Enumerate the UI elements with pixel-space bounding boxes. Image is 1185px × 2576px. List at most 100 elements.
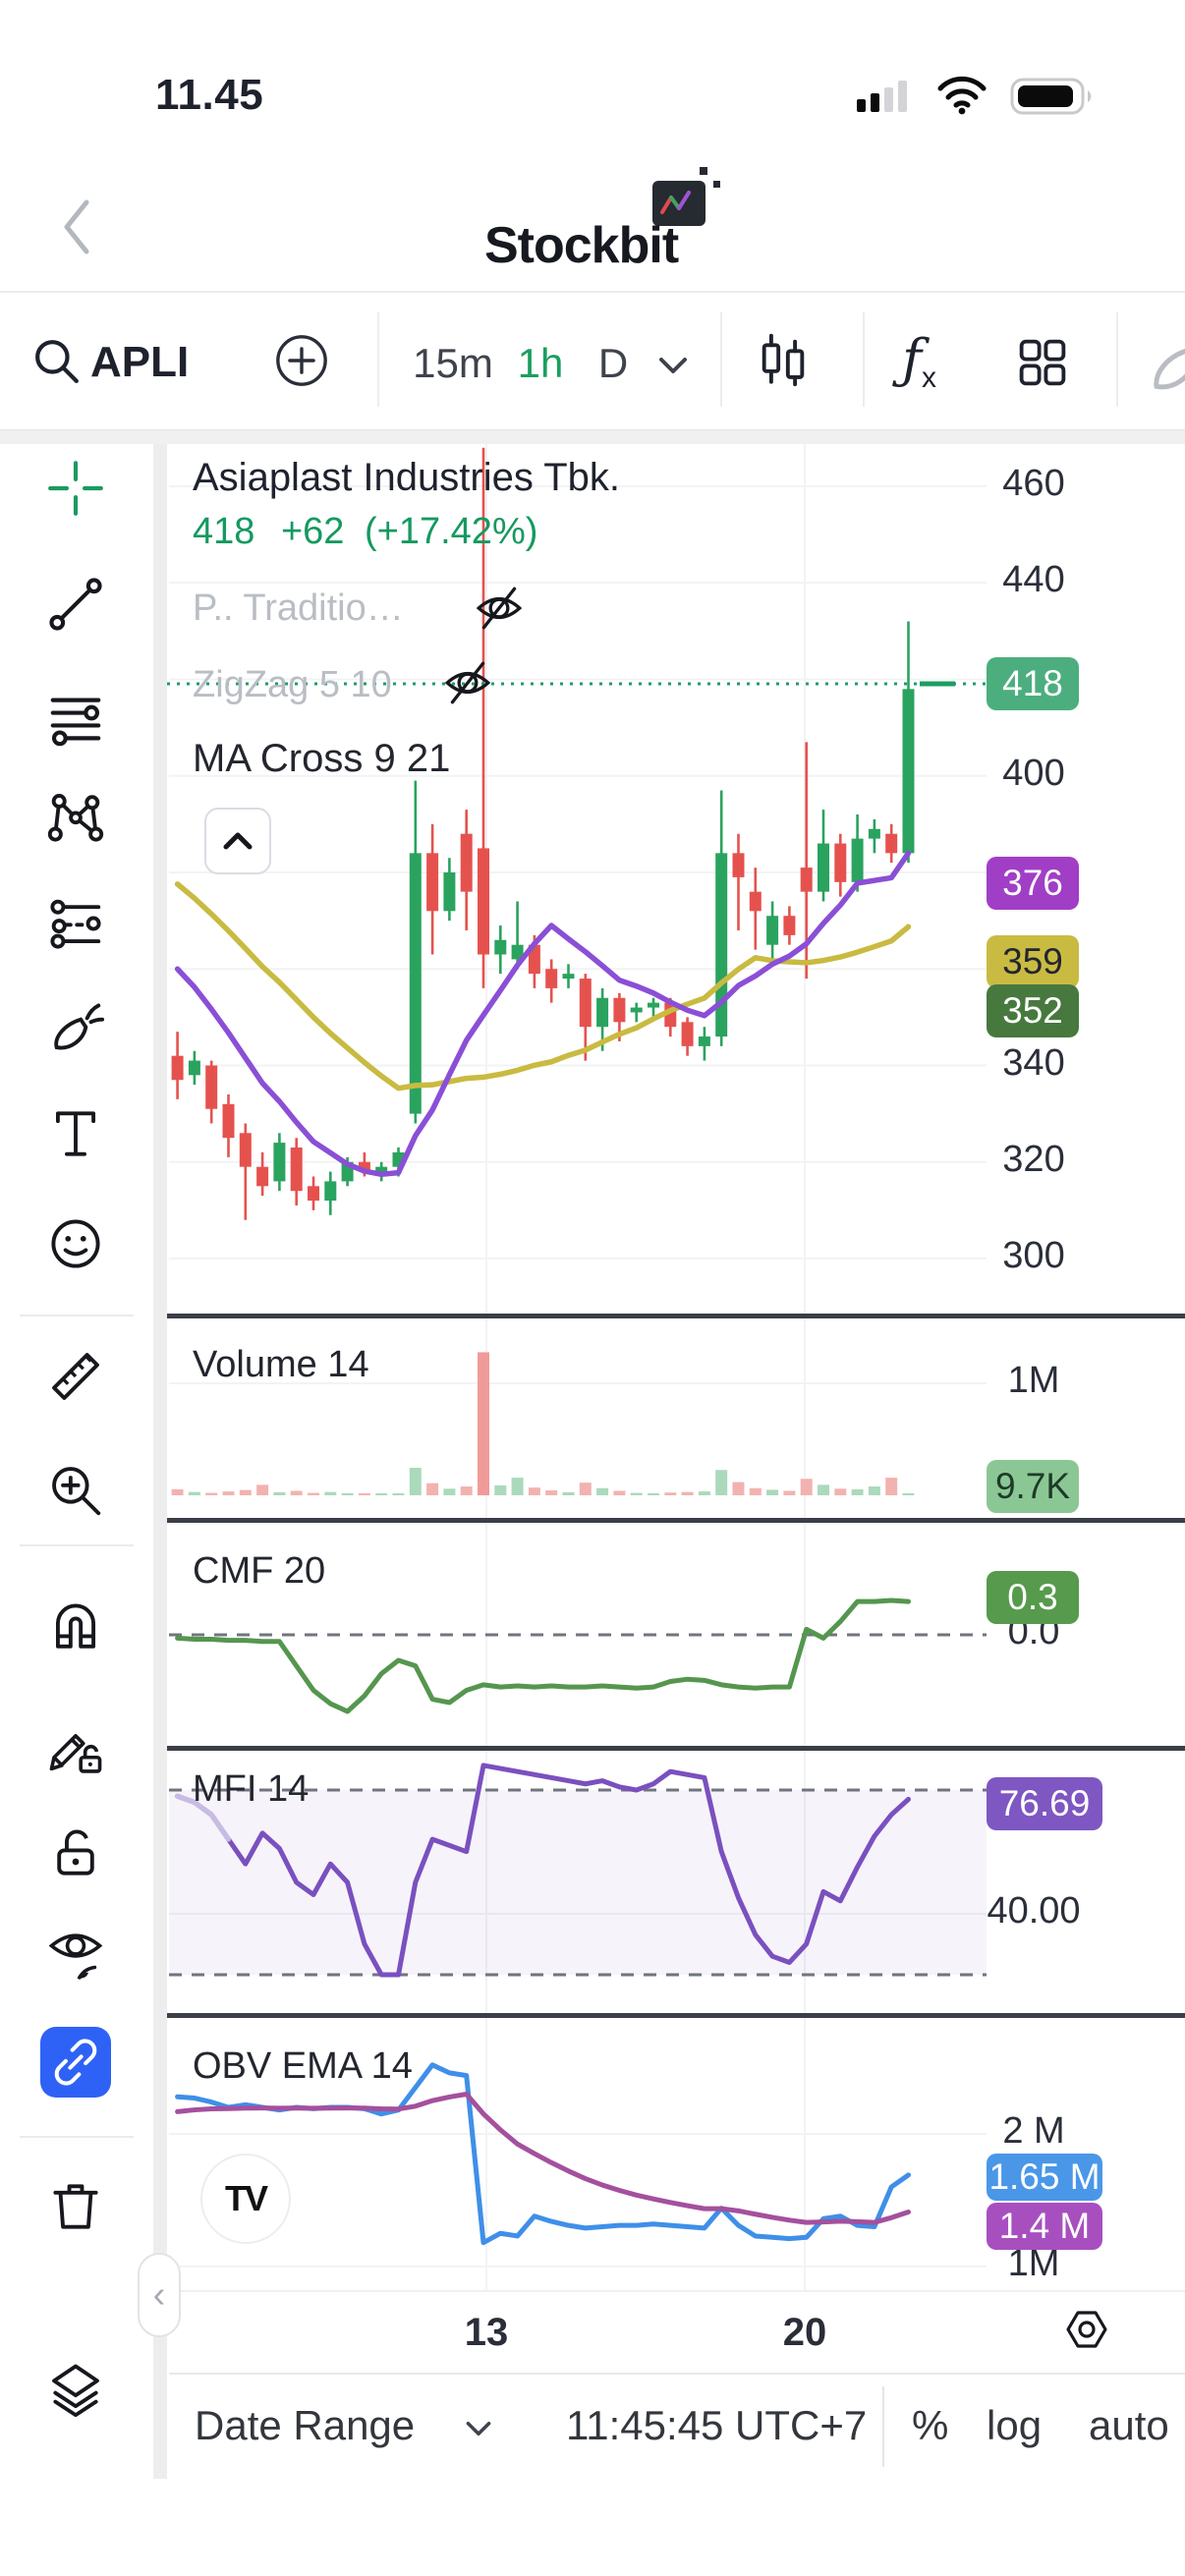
tool-horizontal-lines[interactable] xyxy=(40,684,111,755)
mfi-panel-title[interactable]: MFI 14 xyxy=(193,1768,310,1810)
chevron-down-icon[interactable] xyxy=(464,2420,493,2437)
price-change-row: 418 +62 (+17.42%) xyxy=(193,511,537,553)
session-clock[interactable]: 11:45:45 UTC+7 xyxy=(566,2402,868,2448)
tool-xabcd-pattern[interactable] xyxy=(40,781,111,852)
battery-icon xyxy=(1010,78,1092,115)
auto-scale-button[interactable]: auto xyxy=(1089,2402,1169,2448)
drawing-panel-button[interactable] xyxy=(1142,324,1185,403)
indicator-visibility-toggle[interactable] xyxy=(470,582,529,635)
smiley-icon xyxy=(51,1219,100,1268)
toolbar-divider xyxy=(377,312,379,407)
plus-circle-icon xyxy=(276,335,327,386)
bottom-bar-divider xyxy=(882,2386,884,2467)
cmf-panel-title[interactable]: CMF 20 xyxy=(193,1550,326,1592)
tool-sync-drawings-active[interactable] xyxy=(40,2027,111,2098)
tool-drawing-mode-lock[interactable] xyxy=(40,1714,111,1785)
indicators-button[interactable]: ƒx xyxy=(902,328,936,394)
back-button[interactable] xyxy=(55,195,98,259)
chart-style-button[interactable] xyxy=(755,332,812,389)
tool-magnet[interactable] xyxy=(40,1595,111,1665)
timeframe-1h-active[interactable]: 1h xyxy=(517,340,564,386)
symbol-title: Asiaplast Industries Tbk. xyxy=(193,456,621,499)
search-icon xyxy=(35,340,79,383)
text-icon xyxy=(55,1111,96,1156)
sidebar-divider xyxy=(20,2136,134,2138)
logo-pixel xyxy=(713,181,720,188)
link-icon xyxy=(54,2039,97,2086)
fx-icon: ƒ xyxy=(902,328,922,390)
eye-off-icon xyxy=(476,587,523,630)
tool-lock-all-drawings[interactable] xyxy=(40,1818,111,1888)
chevron-left-icon xyxy=(64,199,89,254)
toolbar-divider xyxy=(1116,312,1118,407)
bottom-bar: Date Range 11:45:45 UTC+7 % log auto xyxy=(169,2373,1185,2477)
log-scale-button[interactable]: log xyxy=(987,2402,1043,2448)
indicator-legend-pivot[interactable]: P.. Traditio… xyxy=(193,588,404,629)
status-time: 11.45 xyxy=(155,71,264,119)
timeframe-15m[interactable]: 15m xyxy=(413,340,493,386)
layers-icon xyxy=(52,2364,99,2418)
fib-lines-icon xyxy=(50,698,101,747)
sidebar-divider xyxy=(20,1544,134,1546)
obv-panel-title[interactable]: OBV EMA 14 xyxy=(193,2045,413,2087)
unlock-icon xyxy=(57,1829,94,1876)
cellular-signal-icon xyxy=(857,81,907,112)
chevron-up-icon xyxy=(223,832,253,850)
tool-hide-all-drawings[interactable] xyxy=(40,1917,111,1988)
price-change-pct: (+17.42%) xyxy=(365,511,538,552)
volume-panel-title[interactable]: Volume 14 xyxy=(193,1344,369,1385)
date-range-button[interactable]: Date Range xyxy=(195,2402,416,2448)
timeframe-daily[interactable]: D xyxy=(597,340,629,386)
timeframe-dropdown[interactable] xyxy=(656,356,690,375)
indicator-legend-zigzag[interactable]: ZigZag 5 10 xyxy=(193,664,392,705)
tool-object-tree[interactable] xyxy=(40,2355,111,2426)
eye-off-icon xyxy=(444,661,491,704)
tool-zoom-in[interactable] xyxy=(40,1455,111,1526)
brush-icon-disabled xyxy=(1154,349,1185,390)
crosshair-icon xyxy=(48,461,103,516)
tradingview-logo[interactable]: TV xyxy=(200,2154,291,2244)
indicator-visibility-toggle[interactable] xyxy=(438,656,497,709)
price-change: +62 xyxy=(280,511,345,552)
chart-toolbar xyxy=(0,293,1185,429)
xabcd-pattern-icon xyxy=(47,794,104,842)
symbol-label[interactable]: APLI xyxy=(90,338,190,386)
toolbar-divider xyxy=(863,312,865,407)
ruler-icon xyxy=(52,1353,99,1400)
tool-brush[interactable] xyxy=(40,994,111,1065)
tool-trend-line[interactable] xyxy=(40,569,111,640)
logo-pixel xyxy=(700,167,707,175)
tool-cursor-crosshair[interactable] xyxy=(40,453,111,524)
sidebar-divider xyxy=(20,1315,134,1316)
sidebar-collapse-handle[interactable]: ‹ xyxy=(138,2253,181,2337)
toolbar-divider xyxy=(720,312,722,407)
pencil-lock-icon xyxy=(49,1733,102,1773)
tool-measure[interactable] xyxy=(40,1341,111,1412)
chevron-down-icon xyxy=(659,358,687,373)
toolbar-gap xyxy=(0,429,1185,444)
indicator-legend-ma-cross[interactable]: MA Cross 9 21 xyxy=(193,737,451,780)
time-axis-settings-button[interactable] xyxy=(1063,2306,1110,2353)
stockbit-logo-mark xyxy=(652,181,705,226)
tool-text[interactable] xyxy=(40,1098,111,1169)
last-price: 418 xyxy=(193,511,255,552)
percent-scale-button[interactable]: % xyxy=(912,2402,949,2448)
legend-collapse-button[interactable] xyxy=(204,808,271,874)
candlestick-icon xyxy=(762,333,805,387)
tool-remove-drawings[interactable] xyxy=(40,2171,111,2242)
sidebar-gutter xyxy=(153,444,167,2479)
compare-add-button[interactable] xyxy=(273,332,330,389)
symbol-search-button[interactable] xyxy=(29,334,85,389)
app-title: Stockbit xyxy=(484,217,679,274)
zoom-in-icon xyxy=(52,1467,101,1516)
layouts-button[interactable] xyxy=(1016,336,1069,389)
tool-parallel-channel[interactable] xyxy=(40,888,111,959)
grid-icon xyxy=(1019,339,1066,386)
brush-icon xyxy=(54,1003,105,1050)
tool-emoji[interactable] xyxy=(40,1208,111,1279)
header-divider xyxy=(0,291,1185,293)
trend-line-icon xyxy=(49,578,102,631)
trash-icon xyxy=(53,2184,98,2229)
